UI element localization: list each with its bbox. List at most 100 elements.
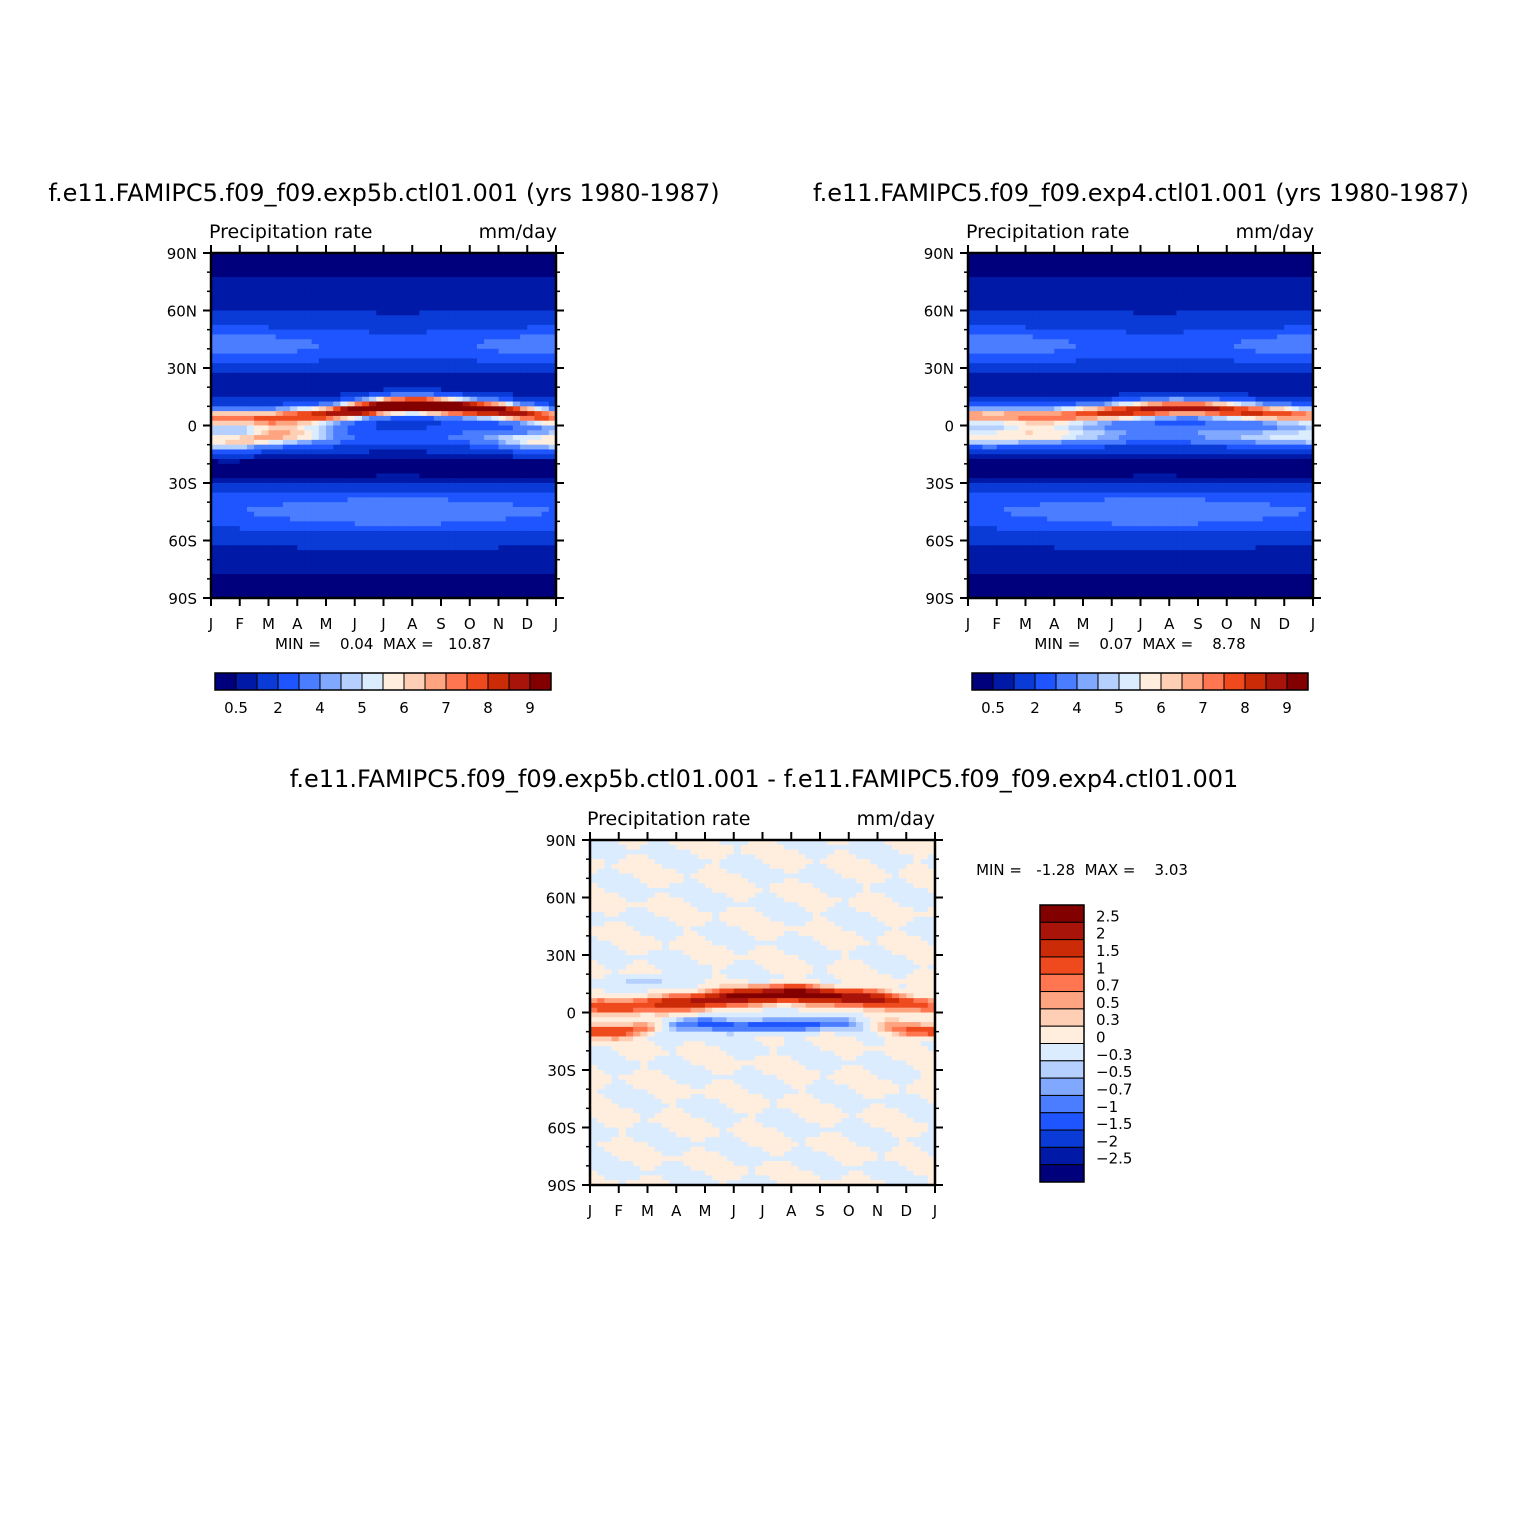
panel-exp4-cell <box>1241 286 1249 292</box>
panel-exp4-cell <box>1176 257 1185 264</box>
panel-exp5b-cell <box>225 521 234 527</box>
panel-exp4-cell <box>982 272 991 278</box>
panel-exp4-cell <box>1133 353 1142 360</box>
panel-exp5b-cell <box>527 483 536 489</box>
panel-exp4-cell <box>1269 348 1278 355</box>
panel-exp5b-cell <box>397 593 406 599</box>
panel-exp5b-cell <box>254 291 262 297</box>
panel-exp5b-cell <box>383 358 392 364</box>
panel-exp5b-cell <box>498 511 507 518</box>
panel-exp5b-cell <box>548 334 557 340</box>
panel-exp5b-cell <box>246 334 255 340</box>
panel-exp5b-cell <box>512 564 521 570</box>
panel-exp4-cell <box>1018 281 1027 288</box>
panel-exp5b-cell <box>534 315 543 321</box>
panel-exp4-cell <box>1140 305 1149 312</box>
panel-exp5b-cell <box>369 296 377 302</box>
panel-exp5b-cell <box>455 511 464 518</box>
panel-exp5b-cell <box>347 425 356 431</box>
panel-exp4-cell <box>1147 339 1156 345</box>
panel-exp5b-cell <box>225 526 234 532</box>
panel-exp5b-cell <box>541 454 550 460</box>
panel-exp5b-cell <box>419 526 428 532</box>
panel-exp5b-cell <box>491 315 500 321</box>
panel-exp4-cell <box>1003 344 1012 350</box>
panel-exp5b-cell <box>318 310 327 316</box>
panel-exp4-cell <box>1205 358 1213 364</box>
panel-exp5b-cell <box>333 574 341 580</box>
panel-exp4-cell <box>982 339 991 345</box>
panel-exp5b-cell <box>290 329 298 336</box>
panel-exp5b-cell <box>433 415 442 422</box>
panel-exp5b-cell <box>282 559 291 566</box>
panel-exp5b-cell <box>484 425 492 431</box>
panel-exp4-cell <box>1248 300 1257 307</box>
panel-exp5b-cell <box>275 276 284 283</box>
panel-exp5b-cell <box>211 286 219 292</box>
panel-exp4-cell <box>1025 363 1034 369</box>
panel-exp5b-cell <box>340 530 349 537</box>
panel-exp4-cell <box>1269 276 1278 283</box>
panel-exp4-cell <box>1111 387 1120 393</box>
panel-exp4-cell <box>1111 382 1120 388</box>
panel-exp5b-cell <box>254 593 262 599</box>
panel-exp4-cell <box>1133 272 1142 278</box>
panel-exp4-cell <box>1205 262 1213 268</box>
panel-exp5b-cell <box>354 535 363 542</box>
panel-exp4-cell <box>1169 324 1178 331</box>
panel-exp5b-cell <box>297 574 306 580</box>
panel-exp5b-cell <box>275 545 284 551</box>
panel-exp4-cell <box>1305 387 1314 393</box>
panel-exp5b-cell <box>311 420 320 427</box>
panel-exp5b-cell <box>498 387 507 393</box>
panel-exp5b-cell <box>426 535 435 542</box>
panel-exp5b-cell <box>304 415 313 422</box>
panel-exp5b-cell <box>290 272 298 278</box>
panel-exp5b-cell <box>369 449 377 455</box>
panel-exp5b-cell <box>498 281 507 288</box>
panel-exp5b-cell <box>512 526 521 532</box>
panel-exp5b-cell <box>505 497 514 503</box>
panel-exp5b-cell <box>476 396 485 403</box>
panel-exp5b-cell <box>311 535 320 542</box>
panel-exp5b-cell <box>405 296 413 302</box>
panel-exp5b-cell <box>347 430 356 436</box>
panel-exp5b-cell <box>441 521 449 527</box>
panel-exp4-cell <box>1205 253 1213 259</box>
panel-exp5b-cell <box>268 478 277 484</box>
panel-exp5b-cell <box>326 478 334 484</box>
panel-exp5b-cell <box>297 535 306 542</box>
panel-exp4-cell <box>1140 296 1149 302</box>
panel-exp5b-cell <box>354 272 363 278</box>
panel-exp4-cell <box>1255 305 1264 312</box>
panel-exp5b-cell <box>376 348 385 355</box>
panel-exp5b-cell <box>476 478 485 484</box>
panel-exp5b-cell <box>254 569 262 575</box>
panel-exp5b-cell <box>534 444 543 451</box>
panel-exp5b-cell <box>369 473 377 479</box>
panel-exp5b-cell <box>419 583 428 590</box>
panel-exp5b-cell <box>304 511 313 518</box>
panel-exp5b-cell <box>239 267 248 273</box>
panel-exp4-cell <box>1262 329 1271 336</box>
panel-exp5b-cell <box>527 526 536 532</box>
panel-exp5b-cell <box>469 593 478 599</box>
panel-exp4-cell <box>1241 276 1249 283</box>
panel-exp5b-cell <box>282 497 291 503</box>
panel-exp5b-cell <box>491 540 500 546</box>
panel-exp4-cell <box>989 391 998 398</box>
panel-exp4-cell <box>1126 305 1134 312</box>
panel-exp4-cell <box>1248 296 1257 302</box>
panel-exp4-cell <box>1061 387 1070 393</box>
panel-exp5b-cell <box>282 521 291 527</box>
panel-exp4-cell <box>1133 363 1142 369</box>
panel-exp5b-cell <box>304 387 313 393</box>
panel-exp5b-cell <box>225 286 234 292</box>
panel-exp5b-cell <box>304 449 313 455</box>
panel-exp5b-cell <box>412 372 421 379</box>
panel-exp4-cell <box>968 262 976 268</box>
panel-exp5b-cell <box>419 415 428 422</box>
panel-exp5b-cell <box>290 463 298 470</box>
panel-exp5b-cell <box>548 315 557 321</box>
panel-exp5b-cell <box>405 526 413 532</box>
